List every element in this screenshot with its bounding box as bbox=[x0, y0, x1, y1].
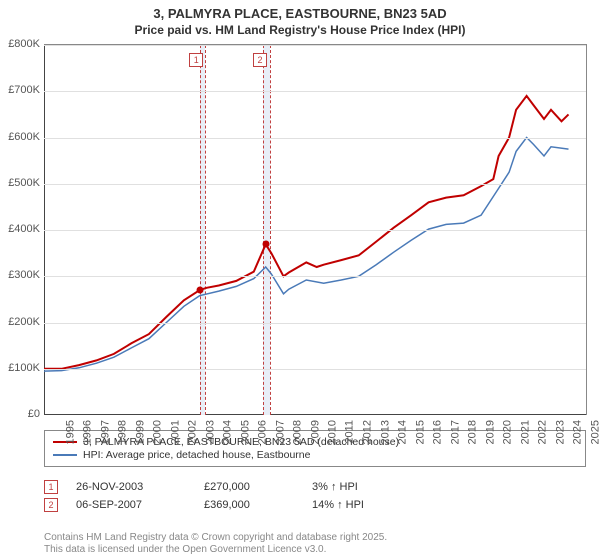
x-axis-label: 2006 bbox=[257, 420, 269, 444]
y-axis-label: £600K bbox=[8, 131, 40, 143]
sale-delta: 3% ↑ HPI bbox=[312, 481, 358, 493]
y-axis-label: £300K bbox=[8, 269, 40, 281]
sale-marker: 1 bbox=[44, 480, 58, 494]
x-axis-label: 2020 bbox=[502, 420, 514, 444]
y-axis-label: £0 bbox=[28, 408, 40, 420]
x-axis-label: 2017 bbox=[449, 420, 461, 444]
x-axis-label: 2000 bbox=[152, 420, 164, 444]
x-axis-label: 2012 bbox=[362, 420, 374, 444]
credits: Contains HM Land Registry data © Crown c… bbox=[44, 532, 387, 556]
sale-dot bbox=[196, 287, 203, 294]
x-axis-label: 2002 bbox=[187, 420, 199, 444]
band-marker: 2 bbox=[253, 53, 267, 67]
sale-date: 26-NOV-2003 bbox=[76, 481, 186, 493]
x-axis-label: 2009 bbox=[309, 420, 321, 444]
x-axis-label: 2019 bbox=[484, 420, 496, 444]
x-axis-label: 2022 bbox=[537, 420, 549, 444]
sale-row: 1 26-NOV-2003 £270,000 3% ↑ HPI bbox=[44, 480, 586, 494]
x-axis-label: 2005 bbox=[239, 420, 251, 444]
x-axis-label: 1997 bbox=[99, 420, 111, 444]
x-axis-label: 2010 bbox=[327, 420, 339, 444]
band-marker: 1 bbox=[189, 53, 203, 67]
y-axis-label: £400K bbox=[8, 223, 40, 235]
x-axis-label: 2021 bbox=[519, 420, 531, 444]
y-axis-label: £500K bbox=[8, 177, 40, 189]
plot-area: 12 bbox=[44, 44, 587, 415]
x-axis-label: 2016 bbox=[432, 420, 444, 444]
y-axis-label: £800K bbox=[8, 38, 40, 50]
x-axis-label: 2018 bbox=[467, 420, 479, 444]
x-axis-label: 2001 bbox=[169, 420, 181, 444]
sale-marker: 2 bbox=[44, 498, 58, 512]
x-axis-label: 2025 bbox=[589, 420, 600, 444]
x-axis-label: 1995 bbox=[64, 420, 76, 444]
x-axis-label: 2011 bbox=[343, 420, 355, 444]
legend-item: HPI: Average price, detached house, East… bbox=[53, 449, 577, 461]
x-axis-label: 1998 bbox=[117, 420, 129, 444]
y-axis-label: £200K bbox=[8, 316, 40, 328]
x-axis-label: 2008 bbox=[292, 420, 304, 444]
x-axis-label: 2004 bbox=[222, 420, 234, 444]
chart-title: 3, PALMYRA PLACE, EASTBOURNE, BN23 5AD bbox=[0, 0, 600, 23]
sale-price: £270,000 bbox=[204, 481, 294, 493]
x-axis-label: 1996 bbox=[82, 420, 94, 444]
sale-row: 2 06-SEP-2007 £369,000 14% ↑ HPI bbox=[44, 498, 586, 512]
y-axis-label: £700K bbox=[8, 84, 40, 96]
x-axis-label: 2024 bbox=[572, 420, 584, 444]
chart-subtitle: Price paid vs. HM Land Registry's House … bbox=[0, 23, 600, 37]
x-axis-label: 2007 bbox=[274, 420, 286, 444]
x-axis-label: 2014 bbox=[397, 420, 409, 444]
x-axis-label: 1999 bbox=[134, 420, 146, 444]
sale-delta: 14% ↑ HPI bbox=[312, 499, 364, 511]
sale-price: £369,000 bbox=[204, 499, 294, 511]
x-axis-label: 2003 bbox=[204, 420, 216, 444]
y-axis-label: £100K bbox=[8, 362, 40, 374]
x-axis-label: 2015 bbox=[414, 420, 426, 444]
sale-date: 06-SEP-2007 bbox=[76, 499, 186, 511]
sale-dot bbox=[262, 241, 269, 248]
sales-footer: 1 26-NOV-2003 £270,000 3% ↑ HPI 2 06-SEP-2007… bbox=[44, 476, 586, 516]
x-axis-label: 2013 bbox=[379, 420, 391, 444]
x-axis-label: 2023 bbox=[554, 420, 566, 444]
legend-label: HPI: Average price, detached house, East… bbox=[83, 449, 310, 461]
